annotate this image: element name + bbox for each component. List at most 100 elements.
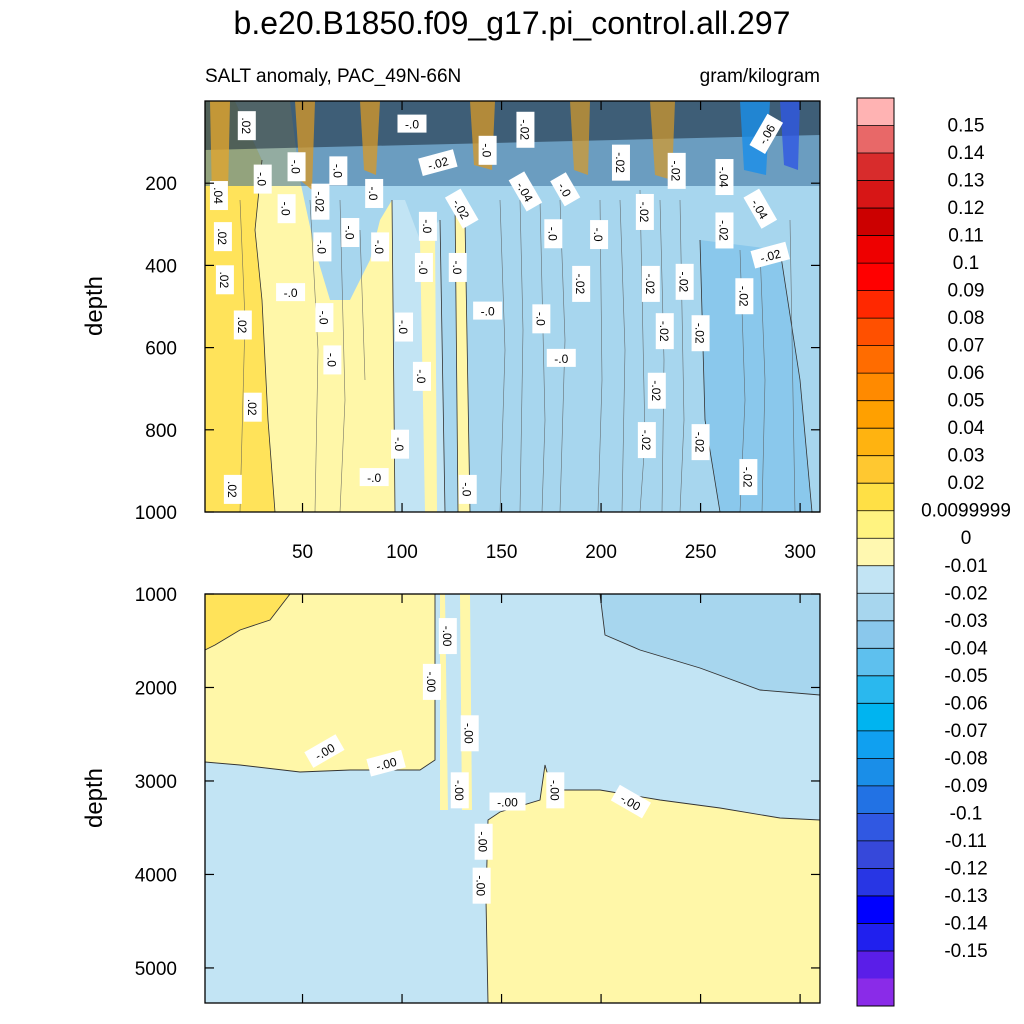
- colorbar-swatch-15: [857, 510, 894, 539]
- upper-contour-label-24: -.0: [418, 211, 437, 241]
- upper-contour-label-bg-55: [223, 474, 242, 504]
- upper-contour-label-text-27: -.0: [591, 228, 605, 242]
- upper-contour-label-bg-36: [276, 283, 306, 302]
- upper-contour-label-7: -.0: [253, 164, 272, 194]
- upper-contour-label-3: -.0: [478, 135, 497, 165]
- upper-contour-label-bg-3: [478, 135, 497, 165]
- upper-contour-label-text-11: -.02: [669, 161, 683, 182]
- upper-xtick-label-3: 200: [585, 542, 617, 563]
- upper-field-surface-warm-3: [360, 101, 380, 175]
- upper-contour-label-bg-8: [329, 156, 348, 186]
- colorbar-label-18: -0.03: [944, 611, 987, 632]
- upper-contour-label-35: -.02: [675, 263, 694, 300]
- upper-contour-label-17: -.0: [277, 194, 296, 224]
- upper-contour-label-46: -.0: [323, 345, 342, 375]
- upper-contour-label-bg-46: [323, 345, 342, 375]
- lower-field-contour-a: [205, 594, 436, 773]
- upper-contour-label-text-9: .04: [211, 187, 225, 204]
- colorbar-swatch-21: [857, 675, 894, 704]
- upper-contour-label-text-32: .02: [217, 271, 231, 288]
- upper-contour-label-bg-48: [647, 372, 666, 409]
- upper-contour-label-text-44: -.02: [693, 323, 707, 344]
- upper-contour-label-text-34: -.02: [643, 274, 657, 295]
- colorbar-swatch-2: [857, 153, 894, 182]
- upper-contour-label-22: .02: [213, 222, 232, 252]
- upper-contour-label-26: -.0: [544, 219, 563, 249]
- upper-contour-label-bg-18: [444, 188, 479, 229]
- upper-contour-label-bg-38: [473, 301, 503, 320]
- upper-field-surface-warm: [210, 101, 230, 200]
- upper-contour-label-bg-34: [641, 265, 660, 302]
- lower-contour-label-4: -.00: [366, 749, 406, 777]
- lower-contour-label-bg-6: [546, 772, 565, 809]
- colorbar-swatch-26: [857, 813, 894, 842]
- upper-contour-label-31: -.0: [448, 252, 467, 282]
- lower-contour-label-2: -.00: [460, 715, 479, 752]
- upper-contour-label-bg-15: [365, 178, 384, 208]
- upper-contour-label-bg-6: [287, 152, 306, 182]
- upper-contour-label-text-43: -.02: [657, 321, 671, 342]
- upper-contour-label-text-8: -.0: [330, 164, 344, 178]
- lower-contour-label-bg-5: [450, 772, 469, 809]
- upper-contour-label-text-47: -.0: [414, 369, 428, 383]
- upper-contour-label-55: .02: [223, 474, 242, 504]
- upper-contour-label-bg-54: [359, 468, 389, 487]
- colorbar-label-13: 0.02: [948, 473, 985, 494]
- upper-contour-label-bg-40: [532, 304, 551, 334]
- colorbar-label-28: -0.13: [944, 886, 987, 907]
- colorbar-label-6: 0.09: [948, 281, 985, 302]
- upper-panel: .02 -.0 -.02-.0-.02-.06-.0-.0-.0.04-.02 -.0…: [81, 100, 821, 563]
- colorbar-swatch-18: [857, 593, 894, 622]
- upper-contour-label-42: -.0: [395, 312, 414, 342]
- lower-contour-label-bg-1: [422, 663, 441, 700]
- lower-contour-label-1: -.00: [422, 663, 441, 700]
- upper-contour-label-16: -.02: [311, 183, 330, 220]
- upper-contour-label-text-50: -.02: [639, 430, 653, 451]
- upper-contour-label-bg-52: [391, 429, 410, 459]
- upper-contour-label-bg-21: [715, 212, 734, 249]
- lower-contour-label-7: -.00: [489, 792, 526, 811]
- colorbar-label-24: -0.09: [944, 776, 987, 797]
- upper-contour-label-bg-42: [395, 312, 414, 342]
- upper-contour-label-text-45: -.0: [554, 352, 568, 366]
- upper-contour-label-bg-1: [397, 114, 427, 133]
- upper-contour-label-bg-31: [448, 252, 467, 282]
- upper-contour-label-8: -.0: [329, 156, 348, 186]
- lower-ytick-label-1: 2000: [135, 678, 177, 699]
- colorbar-swatch-24: [857, 758, 894, 787]
- upper-contour-label-text-37: -.02: [736, 286, 750, 307]
- colorbar-swatch-8: [857, 318, 894, 347]
- colorbar-label-2: 0.13: [948, 171, 985, 192]
- colorbar-label-29: -0.14: [944, 913, 988, 934]
- upper-contour-label-text-31: -.0: [450, 260, 464, 274]
- lower-field-contour-c: [599, 594, 820, 696]
- lower-contour-label-bg-8: [610, 784, 652, 819]
- lower-contour-label-9: -.00: [474, 823, 493, 860]
- colorbar-label-26: -0.11: [945, 831, 987, 852]
- lower-ytick-label-0: 1000: [135, 585, 177, 606]
- upper-contour-label-text-38: -.0: [481, 305, 495, 319]
- upper-contour-label-bg-43: [655, 313, 674, 350]
- colorbar-label-3: 0.12: [948, 198, 985, 219]
- upper-contour-label-45: -.0: [546, 348, 576, 367]
- colorbar-swatch-16: [857, 538, 894, 567]
- upper-contour-label-bg-37: [735, 278, 754, 315]
- colorbar-label-8: 0.07: [948, 336, 985, 357]
- lower-field-contour-d: [205, 594, 291, 651]
- upper-contour-label-53: -.02: [739, 459, 758, 496]
- upper-contour-label-56: -.0: [458, 474, 477, 504]
- colorbar-swatch-29: [857, 895, 894, 924]
- upper-field-surface-warm-5: [570, 101, 590, 175]
- lower-contour-label-5: -.00: [450, 772, 469, 809]
- upper-contour-label-bg-53: [739, 459, 758, 496]
- colorbar-swatch-11: [857, 400, 894, 429]
- upper-contour-label-text-20: -.02: [637, 202, 651, 223]
- lower-contour-label-bg-3: [304, 734, 345, 768]
- upper-field-negative-band: [700, 240, 812, 512]
- lower-contour-label-0: -.00: [438, 618, 457, 655]
- upper-field-surface-cold-2: [780, 101, 800, 170]
- upper-contour-label-text-56: -.0: [460, 482, 474, 496]
- colorbar-label-10: 0.05: [948, 391, 985, 412]
- colorbar-label-0: 0.15: [948, 116, 985, 137]
